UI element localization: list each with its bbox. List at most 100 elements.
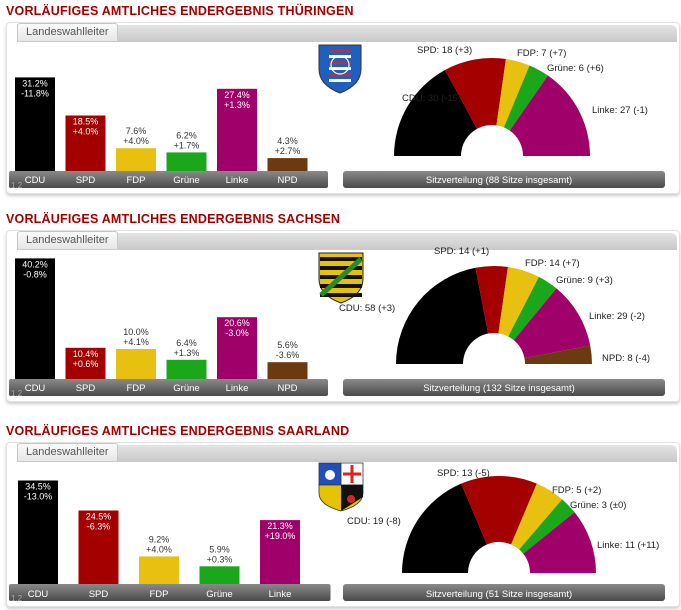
- seat-label-gruene: Grüne: 3 (±0): [570, 500, 626, 511]
- bar-cdu: [15, 258, 55, 379]
- seat-slice-cdu: [394, 69, 478, 156]
- value-label: 20.6%: [224, 318, 250, 328]
- value-label: 27.4%: [224, 90, 250, 100]
- change-label: +19.0%: [265, 531, 296, 541]
- section-title: VORLÄUFIGES AMTLICHES ENDERGEBNIS SAARLA…: [6, 424, 350, 438]
- category-label: Grüne: [206, 589, 232, 600]
- category-label: Linke: [226, 383, 249, 394]
- seat-slice-npd: [524, 345, 592, 364]
- result-panel: Landeswahlleiter 31.2% -11.8% CDU 18.5% +4.0…: [6, 22, 680, 194]
- change-label: +0.6%: [73, 359, 99, 369]
- bar-spd: [78, 510, 119, 584]
- seat-label-fdp: FDP: 5 (+2): [552, 485, 601, 496]
- seat-slice-fdp: [496, 58, 530, 128]
- thueringen-crest-icon: [318, 44, 362, 94]
- change-label: +2.7%: [275, 146, 301, 156]
- seat-caption-strip: [343, 171, 665, 188]
- category-label: Linke: [226, 175, 249, 186]
- category-label: FDP: [127, 383, 146, 394]
- seat-label-spd: SPD: 13 (-5): [437, 468, 490, 479]
- seat-slice-fdp: [498, 266, 539, 337]
- bar-chart: 34.5%-13.0% CDU 24.5%-6.3% SPD 9.2%+4.0% FDP 5…: [9, 480, 331, 601]
- bar-fdp: [116, 349, 156, 379]
- category-label: SPD: [89, 589, 109, 600]
- value-label: 24.5%: [86, 512, 112, 522]
- change-label: -13.0%: [24, 492, 53, 502]
- value-label: 21.3%: [267, 521, 293, 531]
- bar-cdu: [18, 480, 58, 584]
- category-label: CDU: [25, 383, 46, 394]
- value-label: 5.6%: [277, 340, 298, 350]
- seat-label-gruene: Grüne: 6 (+6): [547, 63, 604, 74]
- bar-npd: [267, 158, 308, 171]
- bar-fdp: [116, 148, 156, 171]
- result-section-sachsen: VORLÄUFIGES AMTLICHES ENDERGEBNIS SACHSE…: [0, 212, 681, 404]
- change-label: -3.0%: [225, 328, 249, 338]
- seat-label-cdu: CDU: 30 (-15): [402, 93, 461, 104]
- bar-fdp: [139, 556, 179, 584]
- seat-chart: Sitzverteilung (88 Sitze insgesamt) CDU: …: [343, 45, 665, 188]
- value-label: 18.5%: [73, 117, 99, 127]
- result-section-saarland: VORLÄUFIGES AMTLICHES ENDERGEBNIS SAARLA…: [0, 424, 681, 608]
- change-label: +4.0%: [123, 136, 149, 146]
- change-label: +4.1%: [123, 337, 149, 347]
- value-label: 9.2%: [149, 534, 170, 544]
- seat-caption-strip: [343, 379, 665, 396]
- bar-linke: [217, 317, 257, 379]
- change-label: +1.3%: [224, 100, 250, 110]
- category-label: Grüne: [173, 175, 199, 186]
- value-label: 34.5%: [25, 482, 51, 492]
- value-label: 5.9%: [209, 544, 230, 554]
- source-tab[interactable]: Landeswahlleiter: [17, 231, 118, 249]
- seat-slice-gruene: [503, 65, 548, 131]
- change-label: -3.6%: [276, 350, 300, 360]
- seat-slice-linke: [513, 288, 591, 359]
- category-label: NPD: [277, 175, 297, 186]
- seat-label-linke: Linke: 29 (-2): [589, 311, 645, 322]
- category-label: CDU: [28, 589, 49, 600]
- seat-slice-linke: [523, 512, 596, 573]
- change-label: -0.8%: [23, 269, 47, 279]
- election-charts: 40.2%-0.8% CDU 10.4%+0.6% SPD 10.0%+4.1% FDP 6…: [9, 246, 665, 396]
- category-strip: [9, 171, 328, 188]
- footnote: 1.2: [11, 594, 23, 603]
- category-label: NPD: [277, 383, 297, 394]
- seat-label-npd: NPD: 8 (-4): [602, 353, 650, 364]
- seat-slice-linke: [509, 75, 590, 156]
- source-tab[interactable]: Landeswahlleiter: [17, 443, 118, 461]
- seat-label-gruene: Grüne: 9 (+3): [556, 275, 613, 286]
- seat-label-linke: Linke: 27 (-1): [592, 105, 648, 116]
- seat-slice-cdu: [401, 483, 487, 573]
- value-label: 6.2%: [176, 130, 197, 140]
- bar-spd: [65, 347, 106, 379]
- seat-slice-spd: [461, 476, 537, 545]
- value-label: 40.2%: [22, 259, 48, 269]
- change-label: +4.0%: [146, 544, 172, 554]
- seat-label-spd: SPD: 18 (+3): [417, 45, 472, 56]
- seat-slice-cdu: [396, 267, 489, 364]
- change-label: +1.7%: [174, 140, 200, 150]
- change-label: +1.3%: [174, 348, 200, 358]
- saarland-crest-icon: [318, 462, 364, 512]
- source-tab[interactable]: Landeswahlleiter: [17, 23, 118, 41]
- bar-chart: 40.2%-0.8% CDU 10.4%+0.6% SPD 10.0%+4.1% FDP 6…: [9, 258, 328, 396]
- seat-slice-gruene: [508, 276, 557, 341]
- seat-slice-spd: [445, 57, 506, 129]
- footnote: 1.2: [11, 389, 23, 398]
- result-panel: Landeswahlleiter 40.2% -0.8% CDU 10.4% +0.6%…: [6, 230, 680, 402]
- panel-header-bar: [17, 25, 677, 42]
- seat-chart: Sitzverteilung (132 Sitze insgesamt) CDU:…: [339, 246, 665, 396]
- bar-cdu: [15, 77, 55, 171]
- seat-label-fdp: FDP: 7 (+7): [517, 48, 566, 59]
- value-label: 4.3%: [277, 136, 298, 146]
- value-label: 10.0%: [123, 327, 149, 337]
- sachsen-crest-icon: [318, 252, 364, 304]
- value-label: 10.4%: [73, 349, 99, 359]
- result-section-thueringen: VORLÄUFIGES AMTLICHES ENDERGEBNIS THÜRIN…: [0, 4, 681, 196]
- category-label: Linke: [269, 589, 292, 600]
- seat-slice-gruene: [519, 499, 575, 554]
- seat-caption: Sitzverteilung (51 Sitze insgesamt): [426, 589, 572, 600]
- bar-npd: [267, 362, 308, 379]
- value-label: 6.4%: [176, 338, 197, 348]
- seat-slice-fdp: [511, 483, 563, 550]
